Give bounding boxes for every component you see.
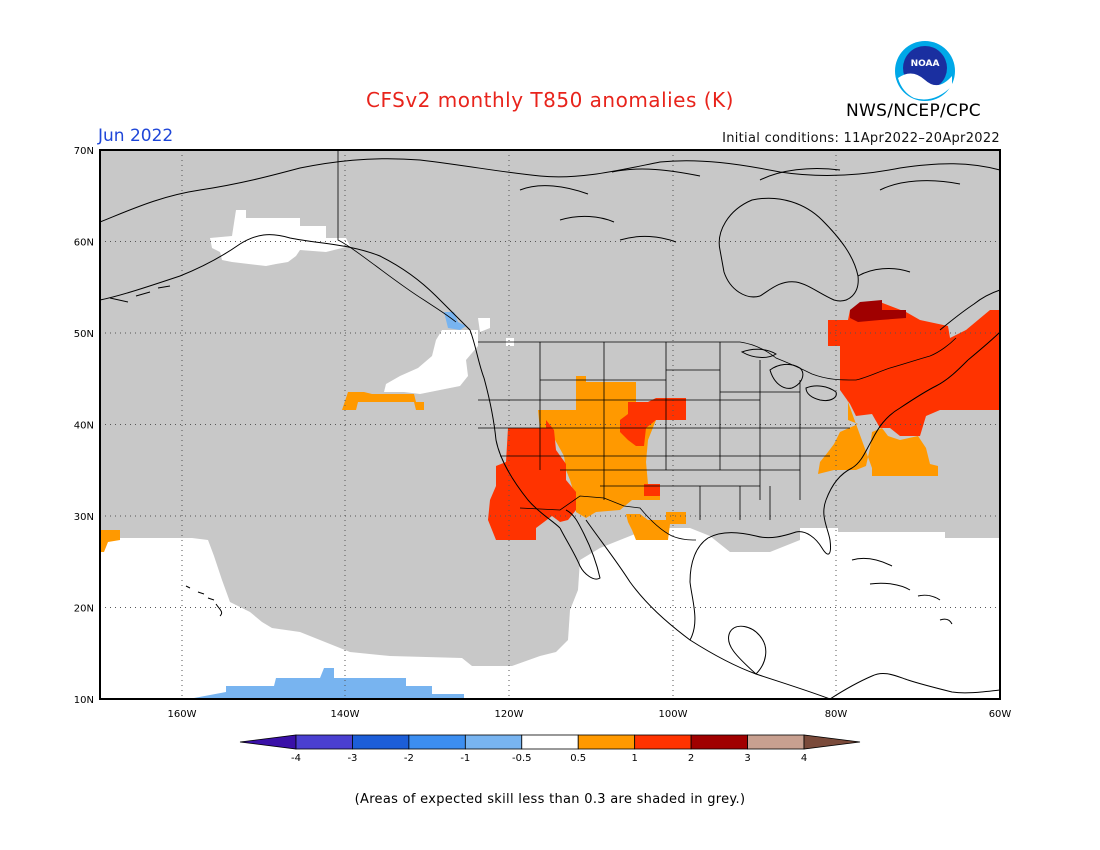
colorbar-box xyxy=(408,734,466,750)
colorbar-label: 0.5 xyxy=(570,753,586,764)
map-frame xyxy=(99,149,1001,700)
colorbar-box xyxy=(352,734,410,750)
noaa-logo-text: NOAA xyxy=(911,59,940,69)
colorbar-label: -1 xyxy=(460,753,470,764)
warm-anomaly-dark-red xyxy=(850,300,906,322)
colorbar-box xyxy=(464,734,523,750)
colorbar-box xyxy=(747,734,805,750)
lon-label-80w: 80W xyxy=(825,709,848,720)
lat-label-70n: 70N xyxy=(74,146,94,157)
colorbar-label: 1 xyxy=(631,753,637,764)
lat-label-20n: 20N xyxy=(74,604,94,615)
lon-label-160w: 160W xyxy=(168,709,197,720)
colorbar: -4 -3 -2 -1 -0.5 0.5 1 2 3 4 xyxy=(239,734,861,764)
skill-note: (Areas of expected skill less than 0.3 a… xyxy=(354,792,746,807)
agency-label: NWS/NCEP/CPC xyxy=(846,101,981,121)
lon-label-60w: 60W xyxy=(989,709,1012,720)
lon-label-120w: 120W xyxy=(495,709,524,720)
noaa-logo: NOAA xyxy=(895,41,955,101)
coastlines xyxy=(99,158,1001,700)
latitude-labels: 70N 60N 50N 40N 30N 20N 10N xyxy=(74,146,94,706)
colorbar-arrow-low xyxy=(239,734,297,750)
lon-label-100w: 100W xyxy=(659,709,688,720)
colorbar-label: 3 xyxy=(744,753,750,764)
colorbar-box xyxy=(690,734,748,750)
lat-label-10n: 10N xyxy=(74,695,94,706)
colorbar-box xyxy=(634,734,692,750)
colorbar-arrow-high xyxy=(803,734,861,750)
lon-label-140w: 140W xyxy=(331,709,360,720)
colorbar-label: -2 xyxy=(404,753,414,764)
initial-conditions: Initial conditions: 11Apr2022–20Apr2022 xyxy=(722,131,1000,146)
forecast-month: Jun 2022 xyxy=(98,126,174,146)
lat-label-50n: 50N xyxy=(74,329,94,340)
lat-label-40n: 40N xyxy=(74,421,94,432)
political-borders xyxy=(337,150,957,541)
colorbar-label: -0.5 xyxy=(512,753,532,764)
colorbar-box xyxy=(577,734,636,750)
colorbar-label: -3 xyxy=(347,753,357,764)
longitude-labels: 160W 140W 120W 100W 80W 60W xyxy=(168,709,1012,720)
graticule xyxy=(100,150,1000,699)
colorbar-label: 4 xyxy=(801,753,807,764)
lat-label-30n: 30N xyxy=(74,512,94,523)
colorbar-label: 2 xyxy=(688,753,694,764)
lat-label-60n: 60N xyxy=(74,238,94,249)
chart-title: CFSv2 monthly T850 anomalies (K) xyxy=(366,88,734,112)
colorbar-label: -4 xyxy=(291,753,301,764)
colorbar-box xyxy=(295,734,353,750)
colorbar-box xyxy=(521,734,579,750)
